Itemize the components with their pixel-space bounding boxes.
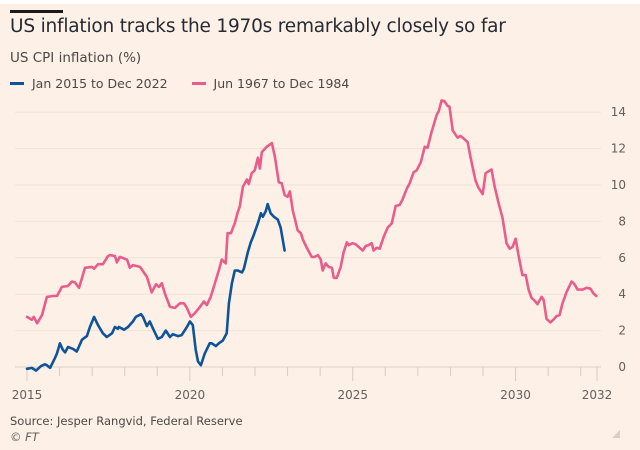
- legend-label: Jan 2015 to Dec 2022: [32, 76, 168, 91]
- y-tick-label: 14: [611, 105, 626, 119]
- chart-subtitle: US CPI inflation (%): [10, 50, 142, 66]
- series-line-2015-2022: [25, 202, 286, 372]
- copyright-note: © FT: [10, 430, 39, 444]
- x-tick-label: 2015: [12, 388, 43, 402]
- y-tick-label: 4: [618, 287, 626, 301]
- x-tick-label: 2032: [582, 388, 613, 402]
- gridlines: [15, 111, 601, 368]
- resize-handle-icon[interactable]: [612, 430, 620, 438]
- y-tick-label: 10: [611, 178, 626, 192]
- y-tick-label: 2: [618, 324, 626, 338]
- x-tick-label: 2020: [175, 388, 206, 402]
- legend-item-2015-2022: Jan 2015 to Dec 2022: [10, 76, 168, 91]
- legend-swatch-blue: [10, 82, 24, 85]
- y-tick-label: 12: [611, 142, 626, 156]
- x-axis: 2015 2020 2025 2030 2032: [12, 367, 613, 402]
- y-axis-labels: 0 2 4 6 8 10 12 14: [611, 105, 626, 374]
- y-tick-label: 0: [618, 360, 626, 374]
- x-tick-label: 2030: [500, 388, 531, 402]
- series-line-1967-1984: [25, 99, 598, 325]
- legend: Jan 2015 to Dec 2022 Jun 1967 to Dec 198…: [10, 76, 373, 91]
- y-tick-label: 8: [618, 214, 626, 228]
- series-lines: [25, 99, 598, 372]
- source-note: Source: Jesper Rangvid, Federal Reserve: [10, 414, 243, 428]
- legend-label: Jun 1967 to Dec 1984: [213, 76, 350, 91]
- x-tick-label: 2025: [337, 388, 368, 402]
- y-tick-label: 6: [618, 251, 626, 265]
- legend-item-1967-1984: Jun 1967 to Dec 1984: [191, 76, 350, 91]
- ft-top-rule: [10, 10, 63, 13]
- chart-title: US inflation tracks the 1970s remarkably…: [10, 16, 506, 37]
- legend-swatch-pink: [191, 82, 206, 85]
